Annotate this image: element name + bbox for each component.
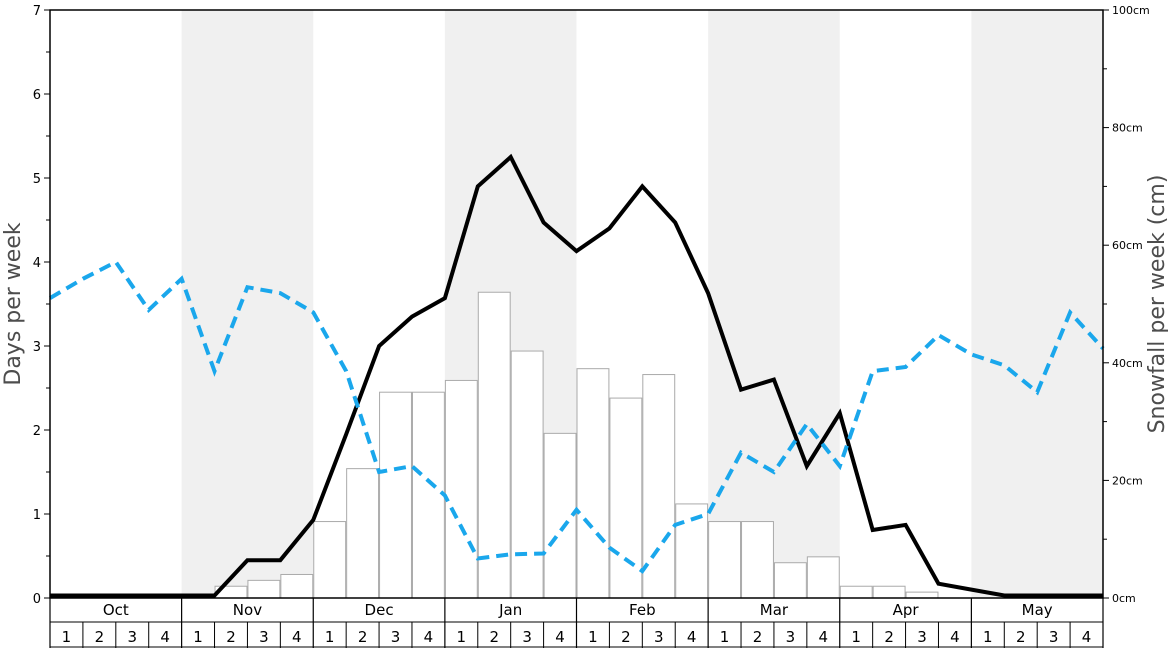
solid-line-series	[50, 153, 1103, 598]
snowfall-bar	[543, 432, 577, 599]
snowfall-bar	[905, 591, 939, 599]
month-label-may: May	[1022, 601, 1053, 619]
right-tick-label: 20cm	[1112, 474, 1143, 487]
week-label: 2	[489, 628, 499, 646]
snowfall-bar	[741, 521, 774, 599]
left-tick-label: 7	[33, 4, 41, 19]
week-label: 4	[160, 628, 170, 646]
snowfall-bar	[379, 391, 412, 599]
week-label: 2	[753, 628, 763, 646]
week-label: 4	[292, 628, 302, 646]
left-tick-label: 5	[33, 172, 41, 187]
week-label: 1	[851, 628, 861, 646]
month-band-mar	[708, 10, 840, 598]
month-label-dec: Dec	[365, 601, 394, 619]
lines-layer	[48, 153, 1105, 598]
snowfall-bar	[708, 521, 742, 599]
week-label: 2	[884, 628, 894, 646]
snowfall-bar	[642, 374, 676, 599]
month-band-may	[971, 10, 1103, 598]
calendar-axis: Oct 1 2 3 4 Nov 1 2 3 4 Dec 1 2 3 4 Jan 1 2 3 4 Feb 1 2 3 4 Mar 1 2…	[49, 598, 1104, 648]
left-tick-label: 2	[33, 424, 41, 439]
week-label: 2	[226, 628, 236, 646]
week-label: 4	[687, 628, 697, 646]
week-label: 4	[950, 628, 960, 646]
left-axis: 0 1 2 3 4 5 6 7	[33, 4, 50, 607]
dashed-line-series	[48, 259, 1105, 574]
snowfall-bar	[280, 573, 314, 599]
month-label-feb: Feb	[629, 601, 656, 619]
week-label: 3	[786, 628, 796, 646]
left-axis-title: Days per week	[1, 222, 26, 385]
snowfall-bars	[214, 291, 939, 599]
snowfall-bar	[247, 579, 281, 599]
week-label: 1	[588, 628, 598, 646]
week-label: 2	[621, 628, 631, 646]
month-label-mar: Mar	[760, 601, 789, 619]
right-tick-label: 0cm	[1112, 592, 1136, 605]
right-axis-title: Snowfall per week (cm)	[1145, 175, 1168, 434]
week-label: 1	[983, 628, 993, 646]
week-label: 1	[62, 628, 72, 646]
week-label: 4	[555, 628, 565, 646]
left-tick-label: 0	[33, 592, 41, 607]
week-label: 4	[424, 628, 434, 646]
snowfall-bar	[411, 391, 445, 599]
month-label-nov: Nov	[233, 601, 262, 619]
month-band-nov	[181, 10, 314, 598]
week-label: 2	[95, 628, 105, 646]
week-label: 1	[193, 628, 203, 646]
week-label: 4	[1082, 628, 1092, 646]
left-tick-label: 1	[33, 508, 41, 523]
snowfall-bar	[444, 379, 478, 599]
snowfall-bar	[346, 468, 380, 599]
week-label: 2	[358, 628, 368, 646]
week-label: 4	[819, 628, 829, 646]
week-label: 1	[325, 628, 335, 646]
week-label: 3	[654, 628, 664, 646]
right-tick-label: 80cm	[1112, 122, 1143, 135]
left-tick-label: 3	[33, 340, 41, 355]
left-tick-label: 4	[33, 256, 41, 271]
week-label: 1	[720, 628, 730, 646]
snowfall-bar	[773, 562, 807, 599]
right-tick-label: 100cm	[1112, 4, 1150, 17]
week-label: 3	[259, 628, 269, 646]
week-label: 3	[917, 628, 927, 646]
week-label: 3	[391, 628, 401, 646]
snowfall-bar	[839, 585, 873, 599]
week-label: 2	[1016, 628, 1026, 646]
right-tick-label: 40cm	[1112, 357, 1143, 370]
left-tick-label: 6	[33, 88, 41, 103]
month-label-oct: Oct	[103, 601, 129, 619]
snowfall-bar	[609, 397, 643, 599]
right-tick-label: 60cm	[1112, 239, 1143, 252]
week-label: 3	[522, 628, 532, 646]
month-label-jan: Jan	[498, 601, 522, 619]
month-label-apr: Apr	[893, 601, 920, 619]
snowfall-bar	[576, 368, 610, 599]
week-label: 1	[457, 628, 467, 646]
snowfall-bar	[806, 556, 840, 599]
week-label: 3	[1049, 628, 1059, 646]
snowfall-bar	[313, 521, 347, 599]
snowfall-bar	[872, 585, 906, 599]
snowfall-bar	[510, 350, 544, 599]
snowfall-bar	[477, 291, 511, 599]
right-axis: 0cm 20cm 40cm 60cm 80cm 100cm	[1103, 4, 1150, 605]
week-label: 3	[127, 628, 137, 646]
